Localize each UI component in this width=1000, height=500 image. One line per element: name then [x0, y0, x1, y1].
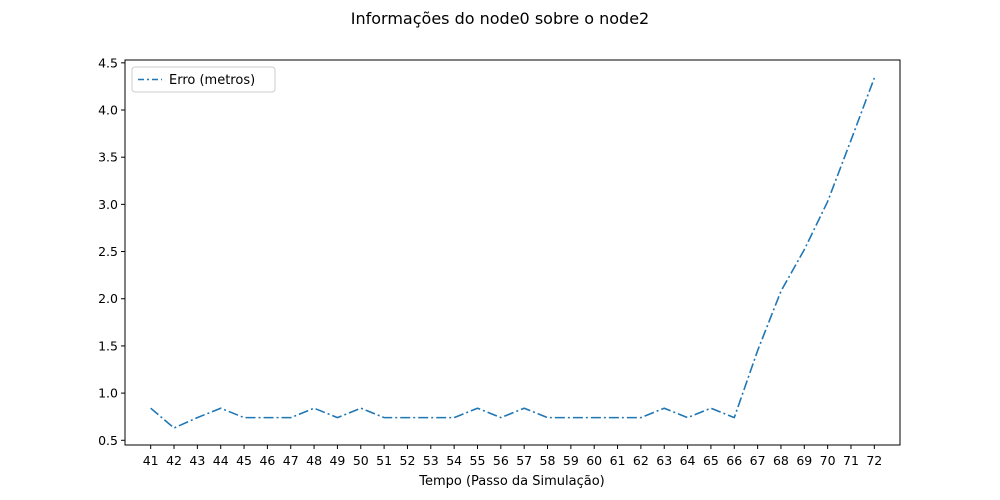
x-axis-label: Tempo (Passo da Simulação) [418, 474, 605, 489]
x-tick-label: 54 [446, 453, 462, 468]
x-tick-label: 47 [283, 453, 299, 468]
x-tick-label: 51 [376, 453, 392, 468]
x-tick-label: 42 [166, 453, 182, 468]
x-tick-label: 72 [866, 453, 882, 468]
x-tick-label: 57 [516, 453, 532, 468]
y-tick-label: 2.0 [98, 291, 118, 306]
y-axis: 0.5 1.0 1.5 2.0 2.5 3.0 3.5 4.0 4.5 [98, 55, 125, 448]
x-tick-label: 65 [703, 453, 719, 468]
y-tick-label: 2.5 [98, 244, 118, 259]
series-line-0 [150, 77, 876, 429]
y-tick-label: 0.5 [98, 433, 118, 448]
x-tick-label: 45 [236, 453, 252, 468]
x-tick-label: 66 [726, 453, 742, 468]
x-tick-label: 62 [633, 453, 649, 468]
y-tick-label: 3.5 [98, 150, 118, 165]
axes-frame [124, 59, 901, 446]
x-tick-label: 56 [493, 453, 509, 468]
x-tick-label: 60 [586, 453, 602, 468]
x-tick-label: 67 [750, 453, 766, 468]
y-tick-label: 4.0 [98, 103, 118, 118]
x-tick-label: 63 [656, 453, 672, 468]
x-tick-label: 58 [540, 453, 556, 468]
legend: Erro (metros) [131, 66, 276, 93]
x-tick-label: 70 [820, 453, 836, 468]
x-tick-label: 52 [400, 453, 416, 468]
x-tick-label: 59 [563, 453, 579, 468]
x-tick-label: 71 [843, 453, 859, 468]
x-axis: 41 42 43 44 45 46 47 48 49 50 51 52 53 54 55 56 57 58 59 60… [143, 445, 882, 468]
legend-label: Erro (metros) [169, 73, 255, 88]
plot-area [150, 77, 876, 429]
x-tick-label: 48 [306, 453, 322, 468]
y-tick-label: 1.5 [98, 338, 118, 353]
y-tick-label: 3.0 [98, 197, 118, 212]
x-tick-label: 44 [213, 453, 229, 468]
x-tick-label: 46 [259, 453, 275, 468]
chart-title: Informações do node0 sobre o node2 [351, 9, 649, 28]
x-tick-label: 53 [423, 453, 439, 468]
y-tick-label: 1.0 [98, 386, 118, 401]
x-tick-label: 50 [353, 453, 369, 468]
y-tick-label: 4.5 [98, 55, 118, 70]
x-tick-label: 69 [796, 453, 812, 468]
x-tick-label: 43 [189, 453, 205, 468]
x-tick-label: 49 [329, 453, 345, 468]
x-tick-label: 55 [470, 453, 486, 468]
x-tick-label: 68 [773, 453, 789, 468]
x-tick-label: 64 [680, 453, 696, 468]
x-tick-label: 61 [610, 453, 626, 468]
legend-box [131, 66, 276, 93]
x-tick-label: 41 [143, 453, 159, 468]
